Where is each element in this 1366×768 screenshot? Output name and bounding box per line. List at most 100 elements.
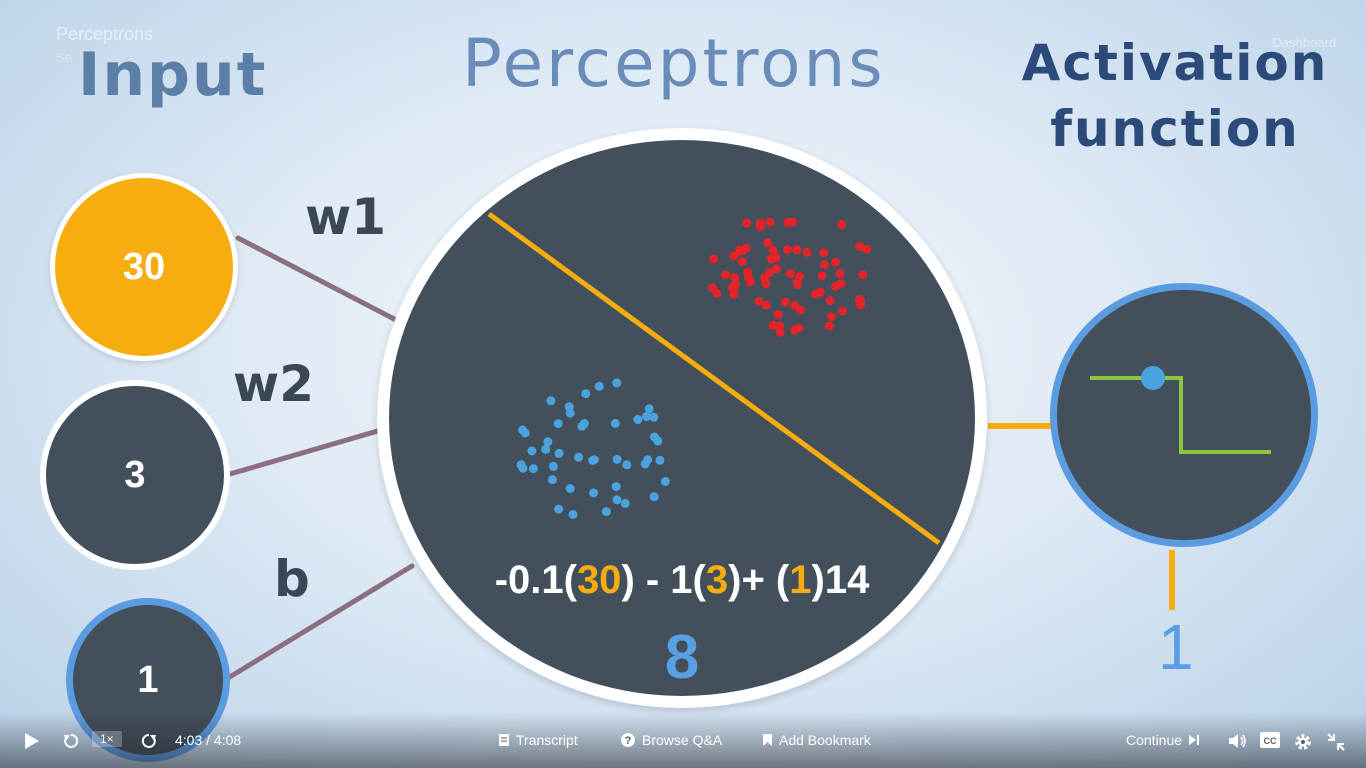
red-data-point — [794, 323, 804, 333]
forward-button[interactable] — [140, 732, 158, 750]
b-connector — [225, 563, 415, 681]
red-data-point — [761, 300, 771, 310]
red-data-point — [766, 254, 776, 264]
input-node-1: 30 — [50, 173, 238, 361]
play-icon — [25, 733, 39, 749]
captions-button[interactable]: CC — [1260, 732, 1280, 748]
transcript-label: Transcript — [516, 732, 578, 748]
forward-icon — [141, 733, 156, 748]
red-data-point — [855, 242, 865, 251]
rewind-icon — [64, 733, 79, 748]
rewind-button[interactable] — [62, 732, 80, 750]
exit-fullscreen-icon — [1327, 733, 1345, 751]
blue-data-point — [588, 455, 598, 465]
playback-time: 4:03 / 4:08 — [175, 732, 242, 748]
blue-data-point — [541, 444, 551, 454]
bias-label: b — [274, 550, 310, 608]
output-value: 1 — [1158, 611, 1194, 683]
blue-data-point — [547, 475, 557, 485]
step-function-graph — [1090, 366, 1271, 454]
equation-part1: -0.1( — [494, 558, 577, 602]
fullscreen-button[interactable] — [1326, 732, 1346, 752]
activation-heading: Activation function — [1000, 30, 1350, 162]
transcript-button[interactable]: Transcript — [498, 732, 578, 748]
red-data-point — [802, 247, 812, 257]
blue-data-point — [554, 448, 564, 458]
blue-data-point — [565, 408, 575, 418]
continue-label: Continue — [1126, 732, 1183, 748]
red-data-point — [785, 269, 795, 279]
browse-qa-button[interactable]: ? Browse Q&A — [620, 732, 722, 748]
step-function-marker — [1141, 366, 1165, 390]
blue-data-point — [518, 425, 528, 435]
blue-data-point — [633, 415, 643, 424]
equation-part2: ) - 1( — [621, 558, 706, 602]
red-data-point — [721, 270, 730, 280]
course-title-overlay: Perceptrons — [56, 24, 154, 44]
blue-data-point — [622, 460, 632, 470]
browse-qa-label: Browse Q&A — [642, 732, 723, 748]
blue-data-point — [620, 498, 630, 508]
play-button[interactable] — [22, 732, 40, 750]
blue-data-point — [649, 492, 659, 502]
weight1-label: w1 — [305, 188, 386, 246]
volume-icon — [1229, 734, 1246, 748]
blue-data-point — [610, 418, 620, 428]
continue-button[interactable]: Continue — [1126, 732, 1200, 748]
red-data-point — [790, 301, 800, 310]
blue-data-point — [554, 504, 564, 514]
equation-x2: 3 — [705, 558, 729, 602]
red-data-point — [765, 268, 775, 277]
red-data-point — [819, 248, 829, 258]
red-class-cluster — [708, 217, 872, 337]
red-data-point — [754, 296, 764, 306]
blue-data-point — [565, 484, 575, 494]
blue-data-point — [581, 389, 591, 399]
blue-data-point — [527, 446, 537, 456]
blue-data-point — [601, 507, 611, 517]
blue-data-point — [568, 510, 578, 519]
blue-data-point — [516, 460, 526, 470]
blue-data-point — [546, 396, 556, 406]
w1-connector — [235, 235, 403, 325]
red-data-point — [837, 220, 847, 230]
blue-data-point — [594, 381, 604, 391]
settings-button[interactable] — [1293, 732, 1313, 752]
red-data-point — [783, 245, 793, 254]
blue-data-point — [543, 437, 553, 447]
red-data-point — [768, 321, 778, 330]
weight2-label: w2 — [233, 355, 314, 413]
add-bookmark-button[interactable]: Add Bookmark — [762, 732, 871, 748]
svg-text:CC: CC — [1264, 736, 1277, 746]
playback-speed-button[interactable]: 1× — [92, 731, 122, 747]
input-node-2: 3 — [40, 380, 230, 570]
blue-data-point — [579, 419, 589, 428]
red-data-point — [831, 282, 841, 291]
red-data-point — [768, 245, 778, 255]
slide-title: Perceptrons — [462, 25, 886, 102]
dashboard-link[interactable]: Dashboard — [1272, 35, 1336, 50]
red-data-point — [729, 251, 739, 261]
red-data-point — [792, 245, 802, 255]
red-data-point — [825, 321, 834, 331]
svg-text:?: ? — [625, 735, 632, 747]
red-data-point — [730, 280, 740, 289]
red-data-point — [835, 269, 845, 279]
red-data-point — [755, 218, 765, 228]
volume-button[interactable] — [1228, 732, 1248, 750]
document-icon — [499, 734, 509, 746]
input-heading: Input — [78, 40, 268, 110]
red-data-point — [709, 254, 719, 264]
blue-data-point — [589, 488, 599, 498]
blue-data-point — [642, 412, 651, 421]
red-data-point — [708, 283, 718, 293]
red-data-point — [795, 271, 805, 281]
course-subtitle-overlay: Se — [56, 50, 72, 65]
blue-data-point — [612, 454, 622, 464]
blue-data-point — [528, 464, 538, 474]
closed-captions-icon: CC — [1260, 732, 1280, 748]
question-icon: ? — [621, 733, 635, 747]
red-data-point — [838, 306, 847, 316]
